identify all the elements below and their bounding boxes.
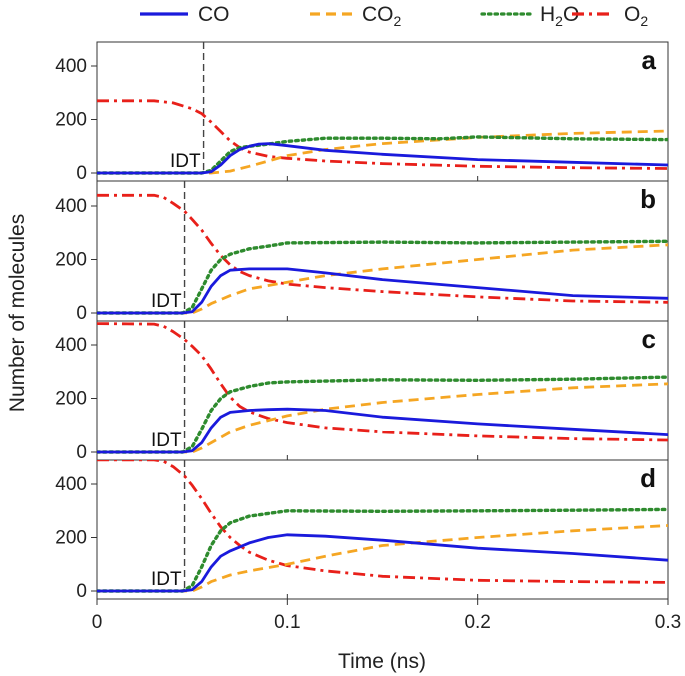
series-co-a <box>97 142 668 175</box>
series-o2-d <box>97 460 668 584</box>
y-tick-label: 200 <box>55 389 87 410</box>
y-tick-label: 0 <box>76 163 87 184</box>
series-co-d <box>97 533 668 593</box>
series-co2-d <box>97 524 668 593</box>
series-group-c <box>97 322 668 454</box>
series-h2o-d <box>97 507 668 593</box>
series-o2-b <box>97 193 668 304</box>
series-co-b <box>97 267 668 315</box>
y-tick-label: 0 <box>76 581 87 602</box>
y-axis-title: Number of molecules <box>6 214 29 412</box>
series-group-d <box>97 460 668 593</box>
legend: CO CO2 H2O O2 <box>140 3 648 29</box>
x-tick-label: 0.3 <box>655 612 681 633</box>
legend-item-o2: O2 <box>572 3 648 29</box>
idt-label-c: IDT <box>151 430 182 451</box>
series-group-a <box>97 99 668 175</box>
idt-label-d: IDT <box>151 569 182 590</box>
x-tick-label: 0.2 <box>464 612 490 633</box>
panel-c: 0 200 400 IDT c <box>55 320 669 463</box>
legend-label-h2o: H2O <box>540 3 579 29</box>
legend-label-co: CO <box>198 3 230 26</box>
y-tick-label: 400 <box>55 474 87 495</box>
series-co2-c <box>97 382 668 454</box>
panel-letter-d: d <box>640 463 656 493</box>
series-h2o-c <box>97 375 668 454</box>
panel-letter-b: b <box>640 184 656 214</box>
series-co2-b <box>97 243 668 315</box>
panel-d: 0 200 400 IDT d <box>55 459 669 602</box>
x-tick-label: 0.1 <box>274 612 300 633</box>
series-co-c <box>97 407 668 454</box>
x-axis: 0 0.1 0.2 0.3 <box>92 599 681 633</box>
legend-item-co: CO <box>140 3 230 26</box>
idt-label-b: IDT <box>151 291 182 312</box>
legend-item-co2: CO2 <box>310 3 402 29</box>
x-axis-title: Time (ns) <box>338 650 426 673</box>
panels: 0 200 400 IDT a 0 200 400 IDT b 0 200 400 IDT c 0 200 400… <box>55 41 669 602</box>
series-o2-c <box>97 322 668 442</box>
y-tick-label: 0 <box>76 442 87 463</box>
series-group-b <box>97 193 668 315</box>
idt-label-a: IDT <box>170 151 201 172</box>
y-tick-label: 200 <box>55 110 87 131</box>
series-h2o-b <box>97 239 668 315</box>
y-tick-label: 200 <box>55 528 87 549</box>
panel-letter-c: c <box>642 324 656 354</box>
legend-label-o2: O2 <box>624 3 648 29</box>
y-tick-label: 400 <box>55 335 87 356</box>
panel-b: 0 200 400 IDT b <box>55 180 669 324</box>
x-tick-label: 0 <box>92 612 103 633</box>
legend-item-h2o: H2O <box>480 3 579 29</box>
panel-letter-a: a <box>642 45 657 75</box>
y-tick-label: 400 <box>55 56 87 77</box>
series-co2-a <box>97 129 668 175</box>
y-tick-label: 400 <box>55 196 87 217</box>
legend-label-co2: CO2 <box>362 3 402 29</box>
y-tick-label: 0 <box>76 303 87 324</box>
panel-frame-d <box>96 459 669 600</box>
panel-a: 0 200 400 IDT a <box>55 41 669 184</box>
y-tick-label: 200 <box>55 250 87 271</box>
